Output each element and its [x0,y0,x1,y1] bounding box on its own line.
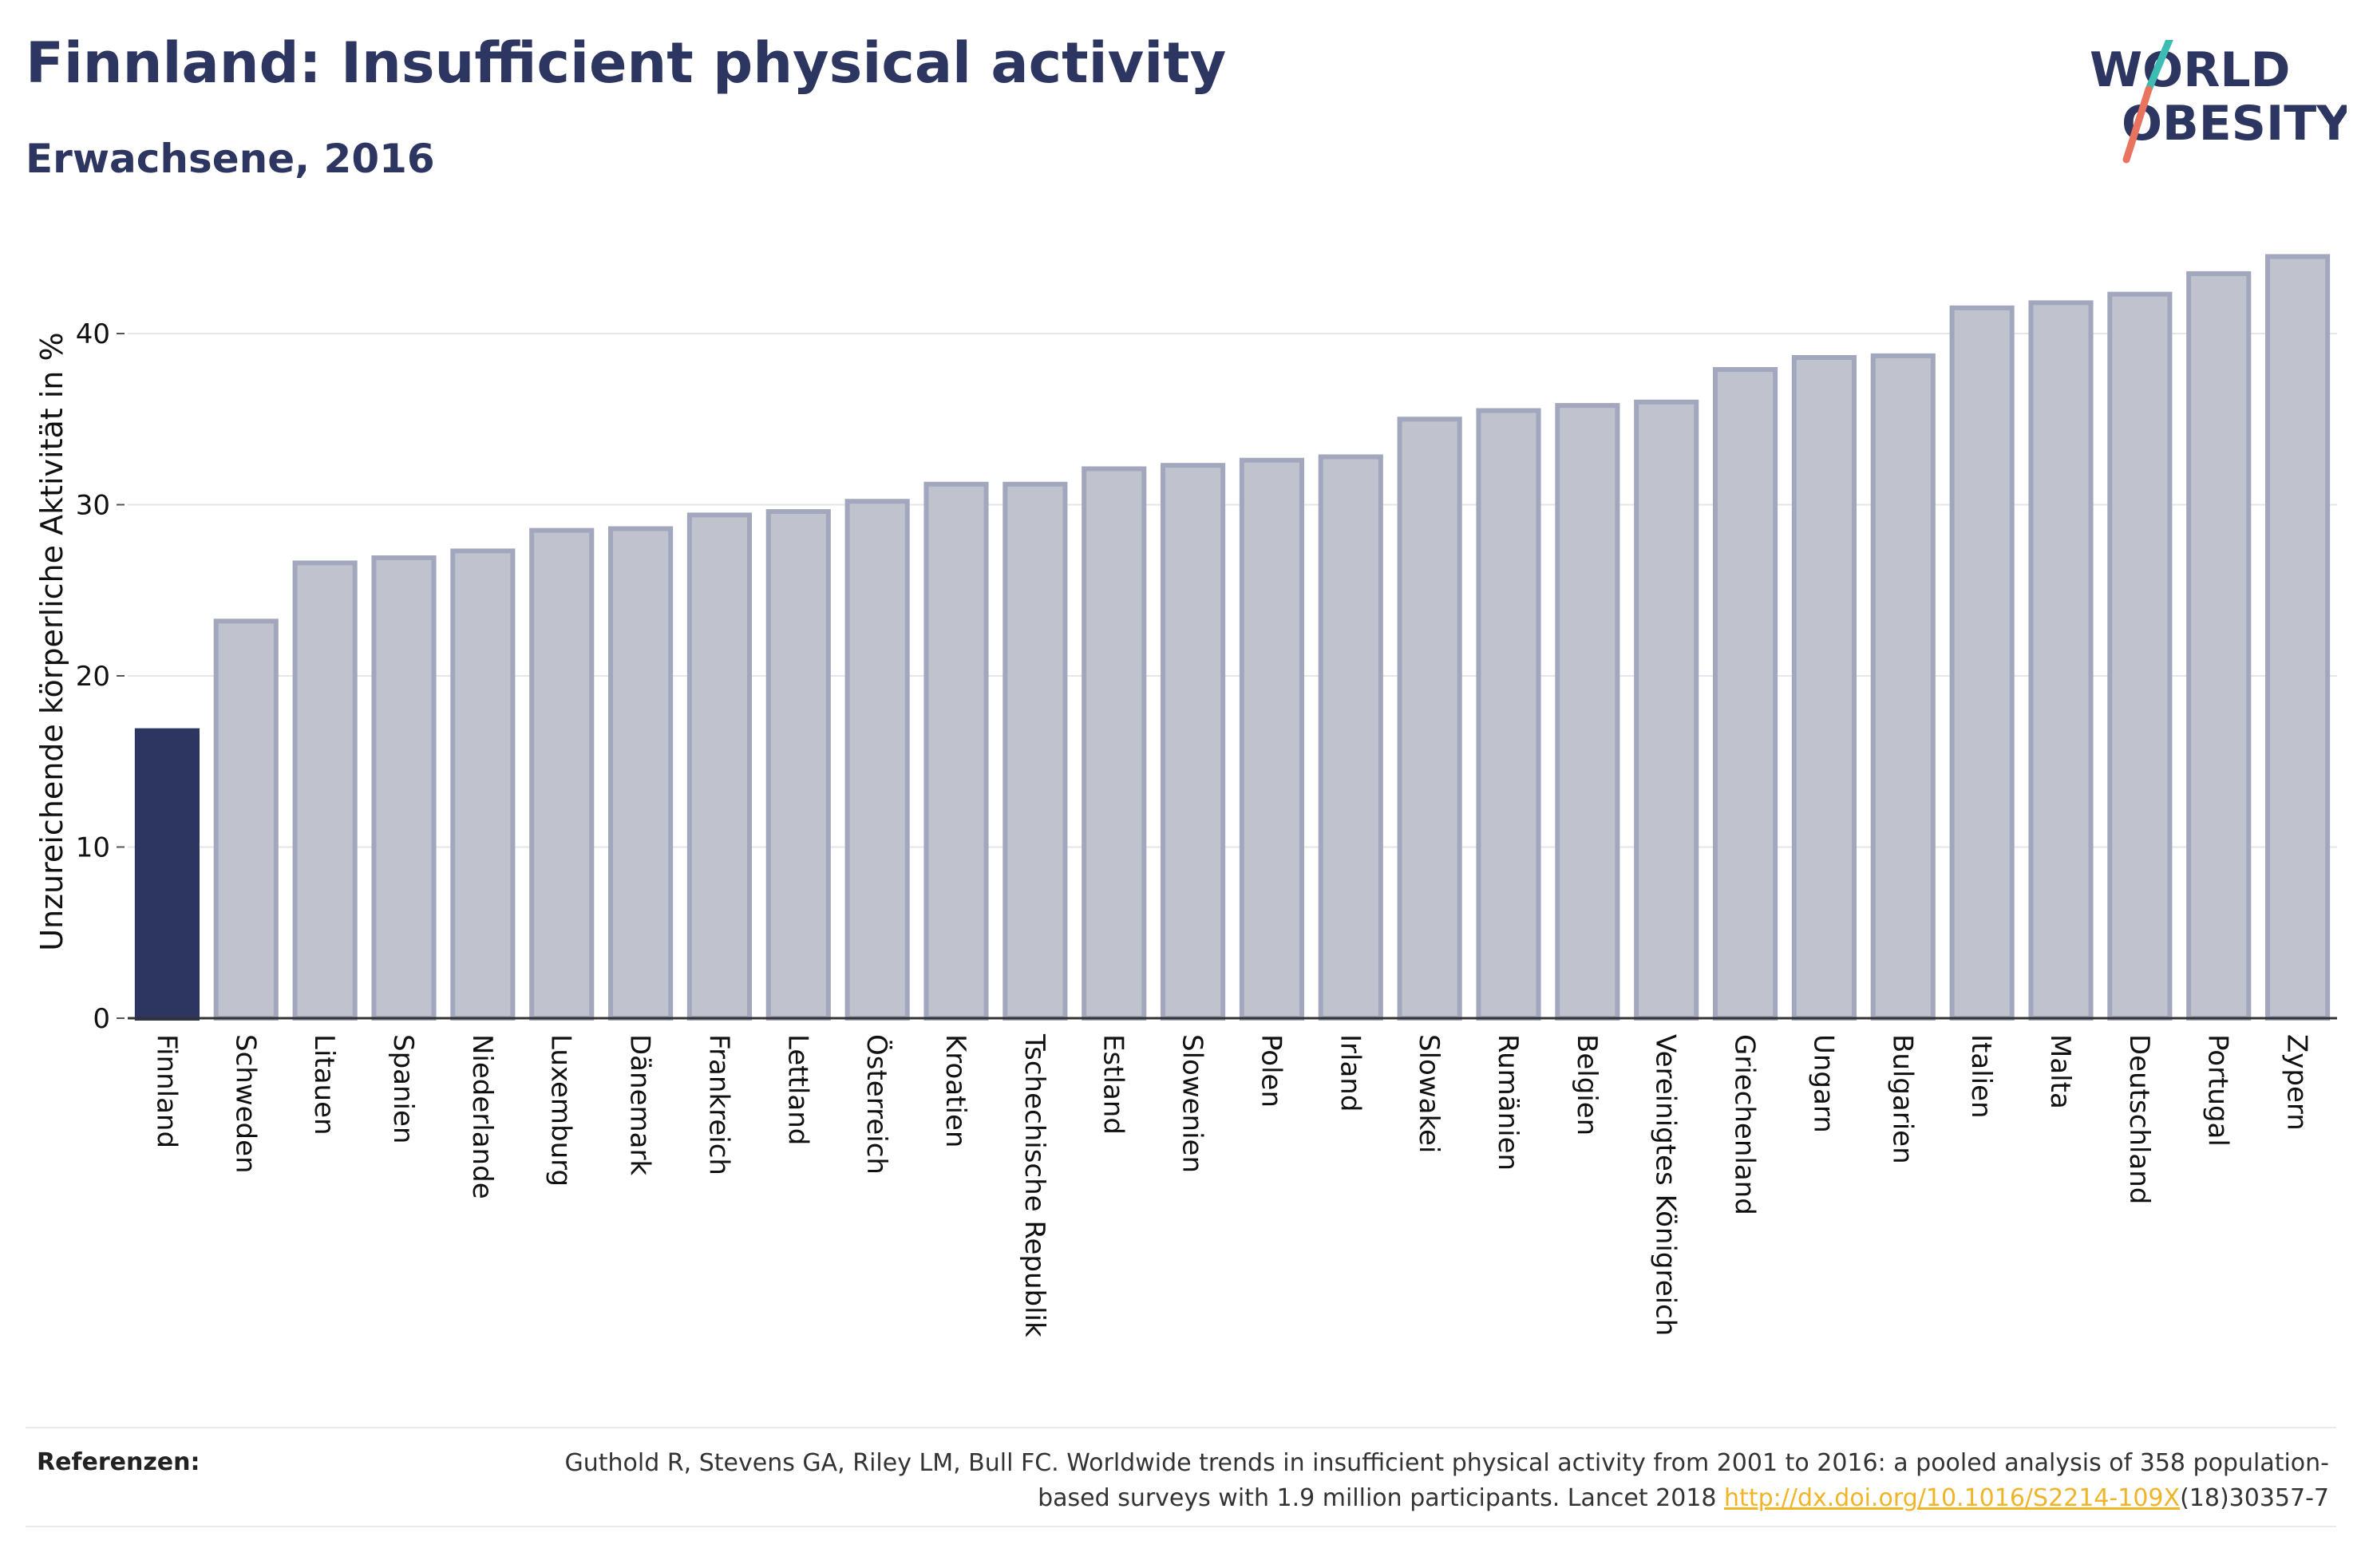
x-tick-label: Irland [1334,1034,1366,1112]
x-tick-label: Luxemburg [545,1034,577,1187]
bar-rumänien [1476,408,1541,1021]
x-tick-label: Slowenien [1177,1034,1208,1173]
bar-finnland [134,728,200,1021]
y-tick-label: 0 [93,1003,110,1035]
references-citation: Guthold R, Stevens GA, Riley LM, Bull FC… [564,1449,2329,1512]
bar-deutschland [2107,291,2173,1021]
bar-belgien [1555,403,1620,1021]
y-tick-label: 30 [76,490,110,522]
footer-divider-top [26,1427,2336,1428]
x-tick-label: Slowakei [1413,1034,1445,1153]
bar-frankreich [686,512,752,1021]
x-tick-label: Spanien [387,1034,419,1143]
x-tick-label: Malta [2044,1034,2076,1109]
x-tick-label: Schweden [229,1034,261,1174]
y-axis-label: Unzureichende körperliche Aktivität in % [34,332,69,950]
x-tick-label: Frankreich [702,1034,734,1175]
logo-slash-top [2145,40,2173,93]
bar-niederlande [450,548,516,1021]
bar-litauen [292,560,358,1021]
x-tick-label: Polen [1255,1034,1287,1108]
references-doi-link[interactable]: http://dx.doi.org/10.1016/S2214-109X [1724,1484,2181,1512]
footer-divider-bottom [26,1526,2336,1527]
references-label: Referenzen: [37,1448,200,1476]
x-tick-label: Niederlande [466,1034,498,1199]
x-tick-label: Finnland [150,1034,182,1148]
x-axis-labels: Finnland Schweden Litauen Spanien Niederland… [150,1033,2312,1337]
bar-österreich [844,499,910,1021]
x-tick-label: Zypern [2281,1034,2313,1131]
x-tick-label: Litauen [308,1034,340,1136]
bar-estland [1082,466,1147,1021]
bar-spanien [371,555,437,1021]
world-obesity-logo: WORLD OBESITY [2090,40,2347,164]
bar-zypern [2265,254,2331,1021]
x-tick-label: Tschechische Republik [1018,1033,1050,1337]
bar-vereinigtes-königreich [1634,399,1699,1021]
x-tick-label: Dänemark [624,1034,656,1175]
logo-slash-bottom [2122,85,2153,164]
bar-kroatien [923,481,989,1021]
bars [134,254,2331,1021]
bar-italien [1949,305,2015,1021]
bar-lettland [765,509,831,1021]
y-axis-ticks: 0 10 20 30 40 [76,318,125,1035]
y-tick-label: 10 [76,832,110,864]
bar-polen [1239,457,1304,1021]
y-tick-label: 20 [76,661,110,693]
x-tick-label: Bulgarien [1886,1034,1918,1164]
chart-subtitle: Erwachsene, 2016 [26,136,435,182]
x-tick-label: Griechenland [1729,1034,1761,1215]
bar-malta [2028,300,2094,1021]
x-tick-label: Vereinigtes Königreich [1650,1034,1682,1336]
x-tick-label: Kroatien [939,1034,971,1147]
x-tick-label: Belgien [1571,1034,1603,1136]
references-text: Guthold R, Stevens GA, Riley LM, Bull FC… [493,1446,2329,1516]
bar-dänemark [608,526,674,1021]
x-tick-label: Deutschland [2123,1034,2155,1204]
y-tick-label: 40 [76,318,110,350]
x-tick-label: Österreich [860,1034,893,1175]
chart-title: Finnland: Insufficient physical activity [26,30,1227,96]
logo-text-obesity: OBESITY [2122,96,2347,152]
bar-irland [1318,454,1383,1021]
x-tick-label: Portugal [2202,1034,2234,1147]
references-citation-suffix: (18)30357-7 [2180,1484,2329,1512]
bar-slowenien [1161,463,1226,1021]
bar-luxemburg [529,527,595,1021]
bar-portugal [2186,271,2252,1021]
x-tick-label: Ungarn [1807,1034,1839,1133]
bar-ungarn [1791,355,1857,1021]
x-tick-label: Rumänien [1492,1034,1524,1171]
bar-tschechische-republik [1003,481,1068,1021]
bar-slowakei [1397,417,1462,1021]
x-tick-label: Estland [1097,1034,1129,1135]
bar-bulgarien [1870,353,1936,1021]
x-tick-label: Lettland [781,1034,813,1145]
bar-schweden [213,618,279,1021]
bar-griechenland [1713,367,1778,1021]
logo-text-world: WORLD [2090,42,2290,98]
bar-chart: 0 10 20 30 40 Finnland Schweden Litauen Spanien… [34,254,2337,1337]
x-tick-label: Italien [1965,1034,1997,1119]
